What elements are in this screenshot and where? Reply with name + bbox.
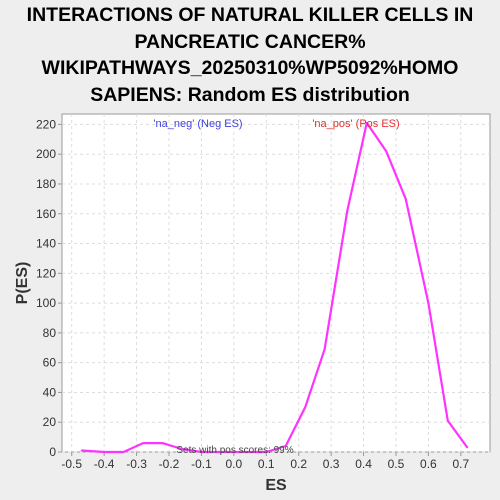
es-distribution-point xyxy=(365,122,368,124)
series-layer xyxy=(80,121,469,454)
y-tick-label: 40 xyxy=(43,385,57,399)
es-distribution-line xyxy=(81,121,469,454)
es-distribution-point xyxy=(103,451,105,453)
x-tick-label: 0.5 xyxy=(388,457,405,471)
y-tick-label: 160 xyxy=(36,207,56,221)
legend-pos: 'na_pos' (Pos ES) xyxy=(312,118,399,130)
y-axis-title: P(ES) xyxy=(14,262,31,305)
pos-score-annotation: Sets with pos scores: 99% xyxy=(176,445,293,456)
es-distribution-point xyxy=(284,445,287,447)
x-tick-label: 0.1 xyxy=(258,457,275,471)
es-distribution-point xyxy=(223,451,225,453)
x-tick-label: -0.3 xyxy=(126,457,147,471)
y-tick-label: 80 xyxy=(43,326,57,340)
x-tick-label: -0.2 xyxy=(159,457,180,471)
chart-title-line-3: WIKIPATHWAYS_20250310%WP5092%HOMO xyxy=(41,57,459,79)
es-distribution-point xyxy=(427,302,430,304)
gridlines xyxy=(62,114,490,453)
es-distribution-point xyxy=(122,451,125,453)
chart-title-line-1: INTERACTIONS OF NATURAL KILLER CELLS IN xyxy=(26,4,474,26)
legend-neg: 'na_neg' (Neg ES) xyxy=(153,118,242,130)
es-distribution-point xyxy=(181,448,183,450)
plot-area xyxy=(61,113,491,453)
y-tick-label: 120 xyxy=(36,266,56,280)
es-distribution-point xyxy=(466,446,469,449)
x-tick-label: 0.7 xyxy=(452,457,469,471)
x-tick-label: 0.6 xyxy=(420,457,437,471)
es-distribution-point xyxy=(385,150,388,153)
x-tick-label: 0.0 xyxy=(226,457,243,471)
y-tick-label: 140 xyxy=(36,237,56,251)
es-distribution-point xyxy=(304,406,306,409)
chart-title-line-4: SAPIENS: Random ES distribution xyxy=(90,83,410,106)
chart-title: INTERACTIONS OF NATURAL KILLER CELLS IN … xyxy=(0,2,500,108)
es-distribution-point xyxy=(80,449,83,452)
es-distribution-point xyxy=(200,451,203,453)
es-distribution-point xyxy=(242,451,245,453)
es-distribution-point xyxy=(161,442,164,444)
y-tick-label: 180 xyxy=(36,177,56,191)
chart-title-line-2: PANCREATIC CANCER% xyxy=(134,30,366,53)
y-tick-label: 200 xyxy=(36,147,56,161)
axis-ticks: -0.5 -0.4 -0.3 -0.2 -0.1 0.0 0.1 0.2 0.3 0.4 0.5 0.… xyxy=(36,117,470,471)
x-tick-label: 0.3 xyxy=(323,457,340,471)
y-tick-label: 220 xyxy=(36,117,56,131)
x-axis-title: ES xyxy=(265,477,287,494)
es-distribution-point xyxy=(404,198,407,200)
es-distribution-point xyxy=(323,348,326,351)
x-tick-label: -0.4 xyxy=(94,457,115,471)
x-tick-label: 0.4 xyxy=(355,457,372,471)
x-tick-label: -0.1 xyxy=(191,457,212,471)
y-tick-label: 100 xyxy=(36,296,56,310)
es-distribution-point xyxy=(265,451,268,453)
y-tick-label: 20 xyxy=(43,415,57,429)
x-tick-label: 0.2 xyxy=(290,457,307,471)
es-distribution-point xyxy=(447,419,449,422)
x-tick-label: -0.5 xyxy=(61,457,82,471)
y-tick-label: 60 xyxy=(43,356,57,370)
y-tick-label: 0 xyxy=(49,445,56,459)
es-distribution-point xyxy=(346,209,349,212)
es-distribution-point xyxy=(142,442,144,444)
